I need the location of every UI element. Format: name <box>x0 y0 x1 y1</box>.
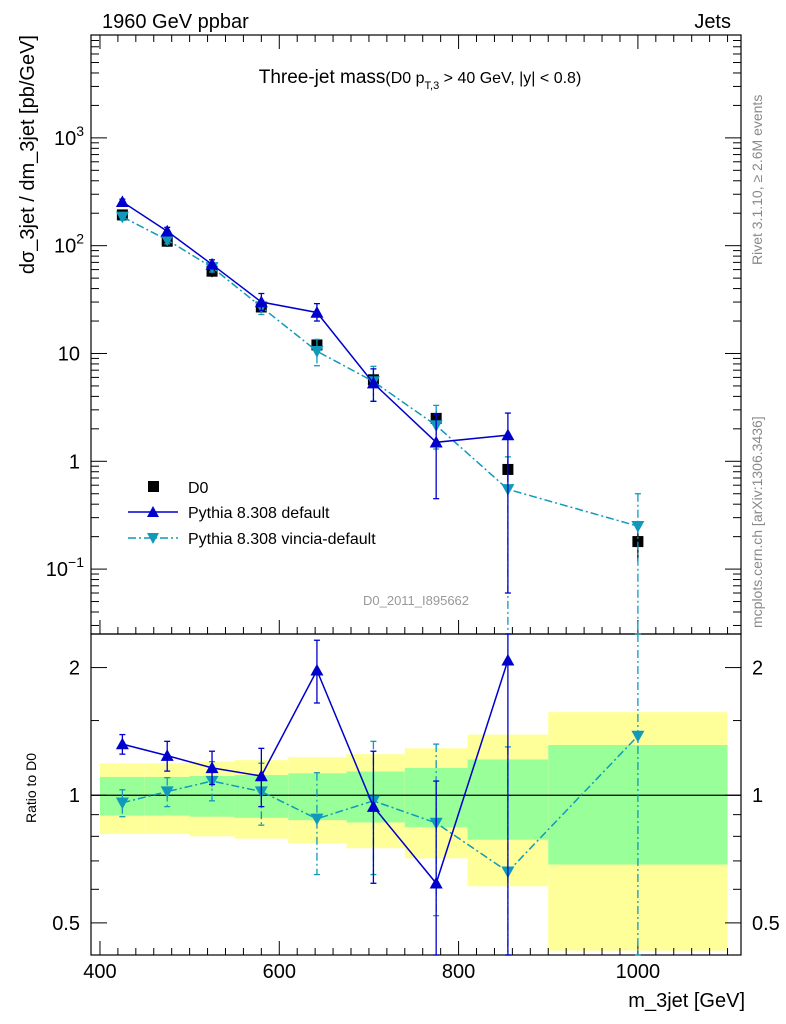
plot-title-subscript: T,3 <box>425 80 440 92</box>
y-tick-label: 1 <box>69 451 80 473</box>
y-tick-label-exponent: 2 <box>76 231 84 247</box>
ratio-default-point <box>501 653 515 666</box>
y-tick-label-exponent: 3 <box>76 123 84 139</box>
ratio-default-point <box>366 800 380 812</box>
ratio-vincia-point <box>115 797 129 810</box>
ratio-plot-border <box>90 633 742 956</box>
ratio-y-tick-label-right: 2 <box>752 658 763 680</box>
x-tick-label: 600 <box>263 961 296 983</box>
legend: D0 Pythia 8.308 default Pythia 8.308 vin… <box>128 480 376 548</box>
ratio-uncertainty-bands <box>99 712 728 951</box>
y-tick-label-base: 10 <box>54 236 76 258</box>
x-tick-label: 800 <box>442 961 475 983</box>
y-tick-label-base: 10 <box>54 128 76 150</box>
mcplots-label: mcplots.cern.ch [arXiv:1306.3436] <box>749 416 765 628</box>
default-point <box>115 195 129 208</box>
vincia-line <box>122 216 639 527</box>
y-tick-label: 102 <box>54 231 84 258</box>
default-point <box>254 295 268 308</box>
default-point <box>205 257 219 270</box>
y-tick-label-base: 10 <box>58 343 80 365</box>
legend-marker-default <box>147 506 159 517</box>
ratio-y-axis-label: Ratio to D0 <box>23 753 39 823</box>
ratio-default-point <box>160 749 174 761</box>
plot-title-condition-end: > 40 GeV, |y| < 0.8) <box>439 70 581 87</box>
y-tick-label-base: 1 <box>69 451 80 473</box>
header-left: 1960 GeV ppbar <box>102 11 249 33</box>
y-tick-label: 10−1 <box>46 554 84 581</box>
legend-label-vincia: Pythia 8.308 vincia-default <box>188 531 376 548</box>
x-tick-label: 1000 <box>616 961 661 983</box>
ratio-default-point <box>115 737 129 750</box>
main-panel-series <box>115 195 645 635</box>
ratio-y-tick-label: 0.5 <box>52 913 80 935</box>
default-point <box>366 376 380 389</box>
legend-label-d0: D0 <box>188 480 209 497</box>
y-tick-label: 10 <box>58 343 80 365</box>
legend-label-default: Pythia 8.308 default <box>188 505 330 522</box>
plot-title-condition: (D0 p <box>385 70 424 87</box>
ratio-vincia-point <box>631 730 645 743</box>
y-tick-label: 103 <box>54 123 84 150</box>
ratio-default-point <box>205 761 219 774</box>
ratio-vincia-point <box>310 813 324 826</box>
default-point <box>429 435 443 448</box>
ratio-vincia-point <box>160 786 174 799</box>
ratio-y-tick-label-right: 1 <box>752 785 763 807</box>
default-point <box>310 305 324 318</box>
vincia-point <box>115 211 129 224</box>
default-point <box>160 224 174 237</box>
x-tick-label: 400 <box>83 961 116 983</box>
ratio-default-point <box>254 769 268 782</box>
default-point <box>501 428 515 441</box>
y-tick-label-base: 10 <box>46 559 68 581</box>
ratio-default-point <box>310 663 324 676</box>
ratio-panel-series <box>115 633 645 956</box>
ratio-default-line <box>122 660 509 885</box>
default-line <box>121 201 508 444</box>
plot-title-main: Three-jet mass <box>259 67 386 88</box>
legend-marker-d0 <box>148 481 159 492</box>
vincia-point <box>631 520 645 533</box>
vincia-point <box>310 345 324 358</box>
ratio-y-tick-label-right: 0.5 <box>752 913 780 935</box>
d0-data-point <box>632 536 644 548</box>
ratio-y-tick-label: 1 <box>69 785 80 807</box>
analysis-id-label: D0_2011_I895662 <box>363 593 469 608</box>
y-tick-label-exponent: −1 <box>68 554 84 570</box>
rivet-version-label: Rivet 3.1.10, ≥ 2.6M events <box>749 95 765 265</box>
legend-marker-vincia <box>147 533 159 544</box>
x-axis-label: m_3jet [GeV] <box>628 990 745 1012</box>
header-right: Jets <box>694 11 731 33</box>
vincia-point <box>160 234 174 247</box>
ratio-y-tick-label: 2 <box>69 658 80 680</box>
plot-title: Three-jet mass(D0 pT,3 > 40 GeV, |y| < 0… <box>259 67 582 92</box>
ratio-panel-frame: 400 600 800 1000 0.5 0.5 1 1 2 2 <box>52 633 780 983</box>
main-y-axis-label: dσ_3jet / dm_3jet [pb/GeV] <box>17 35 39 274</box>
ratio-default-point <box>429 876 443 889</box>
